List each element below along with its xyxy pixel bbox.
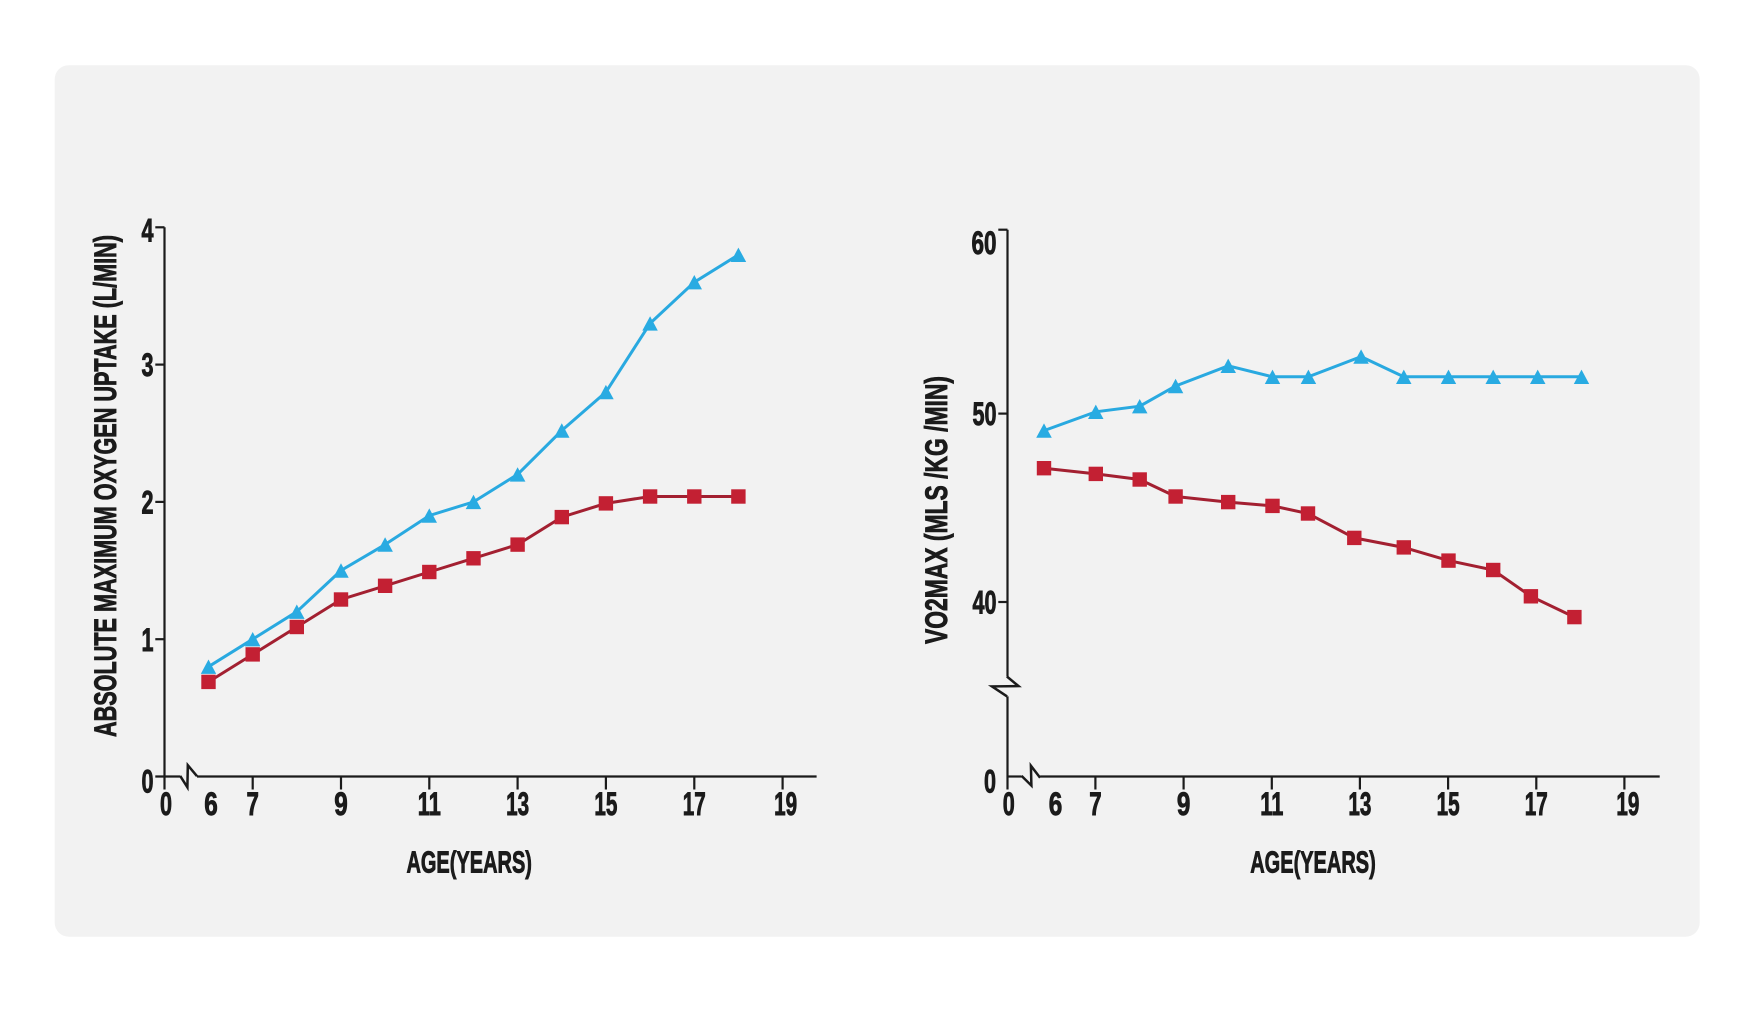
- svg-text:19: 19: [774, 786, 797, 822]
- svg-text:AGE(YEARS): AGE(YEARS): [1250, 845, 1376, 880]
- svg-text:VO2MAX (MLS /KG /MIN): VO2MAX (MLS /KG /MIN): [918, 376, 954, 644]
- svg-text:2: 2: [142, 485, 154, 521]
- svg-text:6: 6: [1049, 786, 1063, 822]
- svg-text:AGE(YEARS): AGE(YEARS): [406, 845, 532, 880]
- svg-text:ABSOLUTE MAXIMUM OXYGEN UPTAKE: ABSOLUTE MAXIMUM OXYGEN UPTAKE (L/MIN): [87, 235, 123, 737]
- svg-text:17: 17: [683, 786, 706, 822]
- svg-text:11: 11: [418, 786, 441, 822]
- svg-text:17: 17: [1525, 786, 1548, 822]
- svg-text:40: 40: [973, 585, 997, 621]
- svg-text:19: 19: [1616, 786, 1639, 822]
- svg-text:7: 7: [247, 786, 259, 822]
- svg-text:60: 60: [972, 225, 997, 261]
- svg-text:3: 3: [142, 347, 154, 383]
- svg-text:15: 15: [594, 786, 617, 822]
- svg-text:15: 15: [1437, 786, 1460, 822]
- svg-text:50: 50: [973, 396, 997, 432]
- svg-text:0: 0: [984, 764, 996, 800]
- svg-text:13: 13: [506, 786, 529, 822]
- svg-text:9: 9: [1177, 786, 1191, 822]
- svg-text:13: 13: [1348, 786, 1371, 822]
- svg-text:0: 0: [160, 786, 172, 822]
- svg-text:1: 1: [142, 622, 154, 658]
- svg-text:0: 0: [142, 764, 154, 800]
- svg-text:9: 9: [334, 786, 348, 822]
- svg-text:4: 4: [142, 213, 154, 249]
- svg-text:0: 0: [1003, 786, 1015, 822]
- svg-text:6: 6: [204, 786, 218, 822]
- svg-text:11: 11: [1260, 786, 1283, 822]
- svg-text:7: 7: [1089, 786, 1101, 822]
